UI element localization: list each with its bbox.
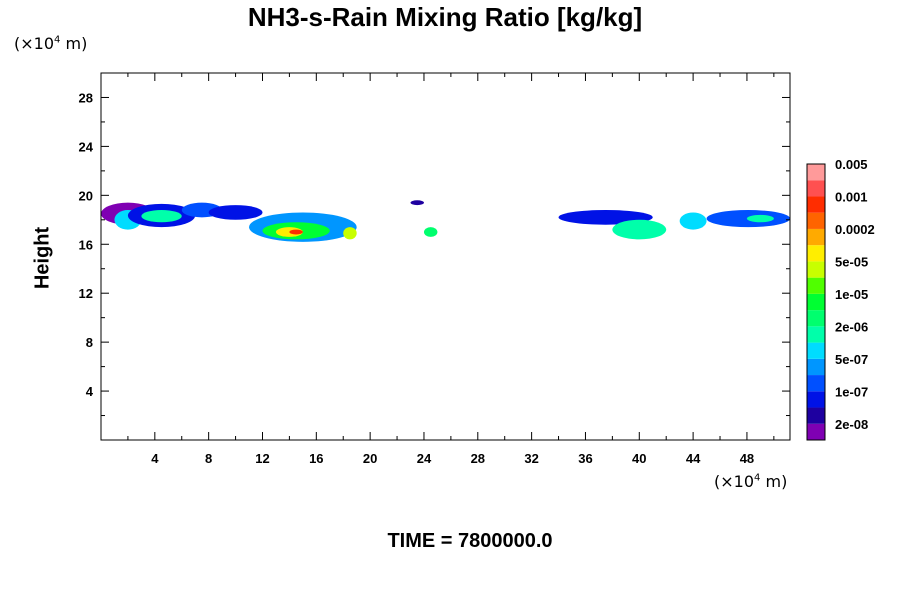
field-cell-17 — [746, 214, 774, 223]
x-tick-label: 8 — [205, 451, 212, 466]
y-tick-label: 4 — [86, 384, 94, 399]
colorbar-label: 1e-05 — [835, 287, 868, 302]
y-tick-label: 12 — [79, 286, 93, 301]
plot-frame — [100, 72, 791, 441]
x-tick-label: 16 — [309, 451, 323, 466]
colorbar: 2e-08 1e-07 5e-07 2e-06 1e-05 5e-05 0.0002 0.00… — [806, 157, 875, 441]
colorbar-label: 0.001 — [835, 189, 868, 204]
field-cell-5 — [208, 205, 263, 220]
colorbar-swatch-1 — [807, 407, 825, 424]
y-tick-label: 28 — [79, 90, 93, 105]
colorbar-swatch-8 — [807, 293, 825, 311]
y-axis-unit: (×104 m) — [14, 34, 88, 53]
colorbar-swatch-10 — [807, 261, 825, 278]
colorbar-swatch-0 — [807, 423, 825, 440]
field-cell-3 — [141, 210, 182, 223]
field-cell-10 — [343, 227, 357, 240]
colorbar-label: 0.005 — [835, 157, 868, 172]
y-tick-label: 20 — [79, 188, 93, 203]
colorbar-swatch-11 — [807, 245, 825, 262]
field-cell-11 — [410, 200, 424, 206]
time-label: TIME = 7800000.0 — [387, 530, 553, 552]
colorbar-label: 5e-07 — [835, 352, 868, 367]
colorbar-label: 1e-07 — [835, 384, 868, 399]
colorbar-label: 2e-06 — [835, 319, 868, 334]
colorbar-frame — [806, 163, 826, 441]
y-tick-label: 24 — [79, 139, 94, 154]
x-tick-label: 20 — [363, 451, 377, 466]
x-tick-label: 12 — [255, 451, 269, 466]
field-cell-15 — [679, 212, 707, 230]
x-tick-label: 24 — [417, 451, 432, 466]
x-tick-label: 48 — [740, 451, 754, 466]
x-tick-label: 40 — [632, 451, 646, 466]
y-tick-label: 8 — [86, 335, 93, 350]
field-cell-9 — [289, 229, 303, 235]
field-layer — [101, 200, 790, 242]
colorbar-swatch-9 — [807, 277, 825, 294]
x-tick-label: 36 — [578, 451, 592, 466]
colorbar-label: 2e-08 — [835, 417, 868, 432]
colorbar-label: 5e-05 — [835, 254, 868, 269]
colorbar-label: 0.0002 — [835, 222, 875, 237]
colorbar-swatch-7 — [807, 310, 825, 327]
field-cell-14 — [612, 219, 667, 240]
x-tick-label: 4 — [151, 451, 159, 466]
colorbar-swatch-15 — [807, 180, 825, 197]
x-tick-label: 28 — [471, 451, 485, 466]
chart-title: NH3-s-Rain Mixing Ratio [kg/kg] — [247, 2, 643, 32]
colorbar-swatch-16 — [807, 164, 825, 181]
x-axis-unit: (×104 m) — [714, 472, 788, 491]
colorbar-swatch-3 — [807, 375, 825, 392]
colorbar-swatch-4 — [807, 358, 825, 376]
x-tick-label: 44 — [686, 451, 701, 466]
y-tick-label: 16 — [79, 237, 93, 252]
colorbar-swatch-2 — [807, 391, 825, 408]
colorbar-swatch-13 — [807, 212, 825, 229]
field-cell-12 — [423, 227, 438, 237]
colorbar-swatch-5 — [807, 342, 825, 359]
colorbar-swatch-6 — [807, 326, 825, 343]
x-tick-label: 32 — [524, 451, 538, 466]
colorbar-swatch-14 — [807, 196, 825, 213]
colorbar-swatch-12 — [807, 228, 825, 246]
